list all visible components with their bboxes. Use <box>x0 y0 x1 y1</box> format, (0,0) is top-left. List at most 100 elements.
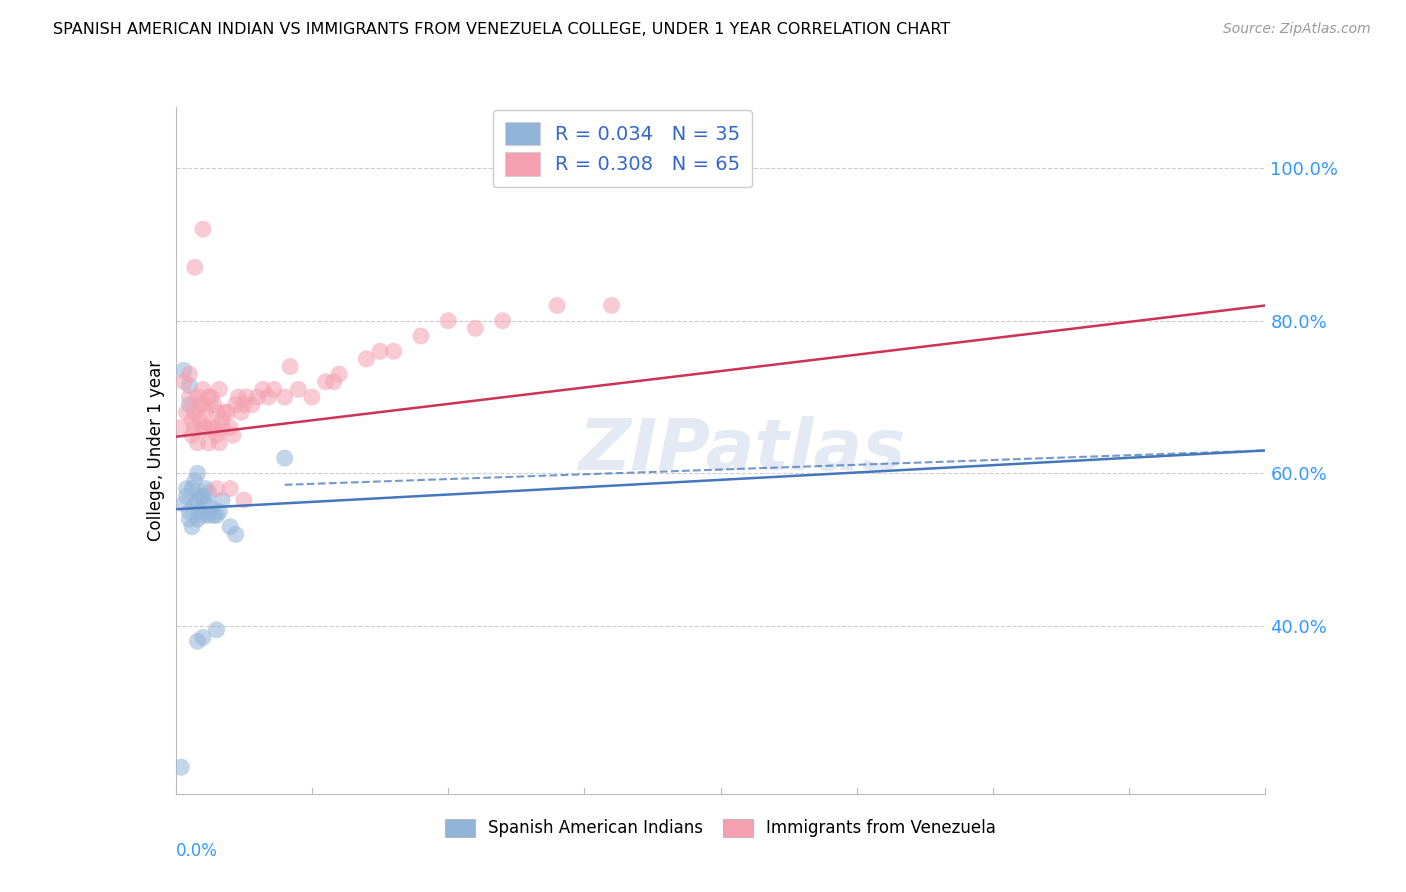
Point <box>219 482 242 496</box>
Point <box>228 390 250 404</box>
Point <box>181 413 204 427</box>
Point <box>205 508 228 523</box>
Point <box>301 390 323 404</box>
Point <box>409 329 432 343</box>
Point <box>287 383 309 397</box>
Point <box>211 413 233 427</box>
Point <box>225 398 247 412</box>
Point <box>179 504 201 518</box>
Point <box>200 420 222 434</box>
Point <box>176 405 198 419</box>
Point <box>205 428 228 442</box>
Point <box>232 493 254 508</box>
Point <box>184 405 207 419</box>
Point <box>186 493 209 508</box>
Point <box>546 298 568 312</box>
Point <box>208 383 231 397</box>
Point <box>194 420 217 434</box>
Point <box>184 260 207 275</box>
Point <box>235 390 257 404</box>
Text: 0.0%: 0.0% <box>176 842 218 860</box>
Point <box>176 489 198 503</box>
Point <box>368 344 391 359</box>
Point <box>225 527 247 541</box>
Point <box>246 390 269 404</box>
Point <box>191 398 214 412</box>
Point <box>200 390 222 404</box>
Point <box>181 520 204 534</box>
Point <box>208 504 231 518</box>
Point <box>179 398 201 412</box>
Point <box>322 375 344 389</box>
Point <box>184 420 207 434</box>
Point <box>278 359 301 374</box>
Point <box>191 489 214 503</box>
Point <box>315 375 337 389</box>
Point <box>208 435 231 450</box>
Point <box>186 634 209 648</box>
Point <box>170 420 193 434</box>
Point <box>188 504 211 518</box>
Point <box>202 508 225 523</box>
Y-axis label: College, Under 1 year: College, Under 1 year <box>146 359 165 541</box>
Point <box>186 512 209 526</box>
Point <box>186 390 209 404</box>
Point <box>186 467 209 481</box>
Point <box>170 760 193 774</box>
Point <box>328 367 350 381</box>
Text: SPANISH AMERICAN INDIAN VS IMMIGRANTS FROM VENEZUELA COLLEGE, UNDER 1 YEAR CORRE: SPANISH AMERICAN INDIAN VS IMMIGRANTS FR… <box>53 22 950 37</box>
Point <box>356 351 378 366</box>
Point <box>217 405 239 419</box>
Point <box>181 482 204 496</box>
Point <box>600 298 623 312</box>
Point <box>197 390 219 404</box>
Point <box>176 482 198 496</box>
Point <box>202 420 225 434</box>
Point <box>263 383 285 397</box>
Point <box>179 367 201 381</box>
Point <box>222 428 245 442</box>
Point <box>197 508 219 523</box>
Text: Source: ZipAtlas.com: Source: ZipAtlas.com <box>1223 22 1371 37</box>
Point <box>232 398 254 412</box>
Point <box>274 390 297 404</box>
Point <box>214 405 236 419</box>
Point <box>382 344 405 359</box>
Point <box>197 435 219 450</box>
Point <box>191 383 214 397</box>
Point <box>464 321 486 335</box>
Text: ZIPatlas: ZIPatlas <box>579 416 905 485</box>
Point <box>179 390 201 404</box>
Point <box>274 451 297 466</box>
Point <box>194 405 217 419</box>
Point <box>173 363 195 377</box>
Point <box>191 508 214 523</box>
Point <box>437 314 460 328</box>
Point <box>188 413 211 427</box>
Point <box>179 378 201 392</box>
Point <box>184 474 207 488</box>
Point <box>179 512 201 526</box>
Point <box>240 398 263 412</box>
Point <box>191 222 214 236</box>
Point <box>200 500 222 515</box>
Point <box>181 428 204 442</box>
Point <box>188 489 211 503</box>
Point <box>219 520 242 534</box>
Point <box>205 623 228 637</box>
Point <box>173 497 195 511</box>
Point <box>191 420 214 434</box>
Legend: Spanish American Indians, Immigrants from Venezuela: Spanish American Indians, Immigrants fro… <box>439 812 1002 844</box>
Point <box>252 383 274 397</box>
Point <box>205 405 228 419</box>
Point <box>173 375 195 389</box>
Point <box>231 405 253 419</box>
Point <box>188 398 211 412</box>
Point <box>194 497 217 511</box>
Point <box>197 485 219 500</box>
Point <box>194 482 217 496</box>
Point <box>257 390 280 404</box>
Point <box>492 314 515 328</box>
Point <box>186 435 209 450</box>
Point <box>211 420 233 434</box>
